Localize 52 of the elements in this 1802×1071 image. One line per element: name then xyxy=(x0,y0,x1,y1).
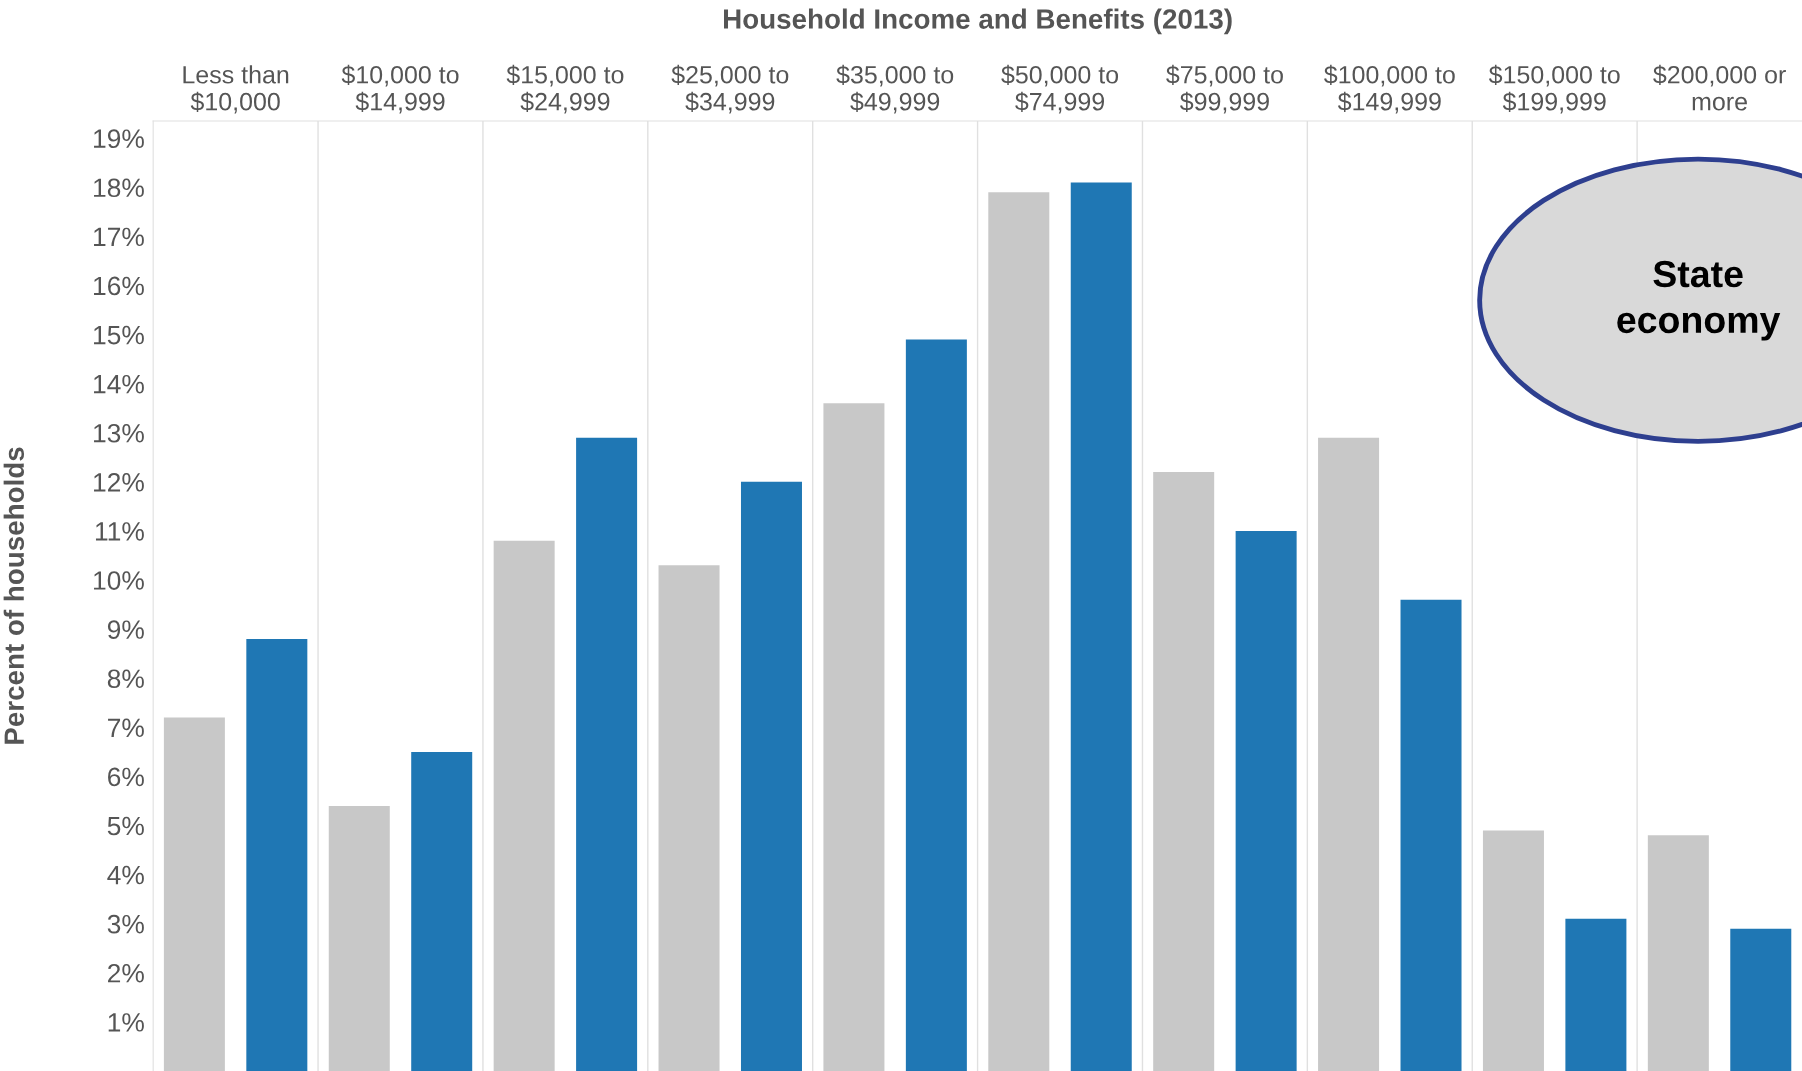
y-tick-label: 3% xyxy=(107,914,144,934)
x-tick-label: $50,000 to $74,999 xyxy=(1001,64,1119,114)
chart-title: Household Income and Benefits (2013) xyxy=(724,8,1232,35)
bar xyxy=(1730,928,1792,1071)
x-tick-label: $150,000 to $199,999 xyxy=(1488,64,1620,114)
y-tick-label: 13% xyxy=(94,423,144,443)
y-tick-label: 18% xyxy=(94,178,144,198)
y-tick-label: 17% xyxy=(94,227,144,247)
x-tick-label: $200,000 or more xyxy=(1653,64,1786,111)
bar xyxy=(988,192,1050,1071)
y-tick-label: 2% xyxy=(108,963,144,983)
bar xyxy=(1070,182,1132,1071)
bar xyxy=(740,481,802,1071)
y-tick-label: 9% xyxy=(107,620,144,639)
y-tick-label: 12% xyxy=(94,473,144,492)
y-tick-label: 8% xyxy=(107,669,144,689)
bar xyxy=(905,339,967,1071)
bar xyxy=(411,751,473,1071)
y-tick-label: 15% xyxy=(94,325,144,345)
bar xyxy=(1153,472,1215,1071)
bar xyxy=(658,565,720,1071)
y-tick-label: 11% xyxy=(95,522,144,541)
y-tick-label: 7% xyxy=(108,718,144,738)
bar xyxy=(823,403,885,1071)
bar xyxy=(576,437,638,1071)
x-tick-label: $25,000 to $34,999 xyxy=(671,64,789,114)
bar xyxy=(163,717,225,1071)
y-axis-title: Percent of households xyxy=(3,447,25,744)
bar xyxy=(1647,835,1709,1071)
bar xyxy=(328,805,390,1071)
bar xyxy=(246,638,308,1071)
y-tick-label: 5% xyxy=(107,816,144,836)
bar xyxy=(1400,599,1462,1071)
y-tick-label: 14% xyxy=(94,374,144,394)
y-tick-label: 4% xyxy=(107,865,144,885)
x-tick-label: $100,000 to $149,999 xyxy=(1324,64,1455,114)
bar xyxy=(1235,530,1297,1071)
y-tick-label: 10% xyxy=(94,571,144,590)
bar xyxy=(1565,918,1627,1071)
y-tick-label: 6% xyxy=(108,767,144,787)
x-tick-label: Less than $10,000 xyxy=(183,65,289,114)
bar xyxy=(493,540,555,1071)
annotation: State economy xyxy=(1617,260,1781,341)
y-tick-label: 16% xyxy=(94,276,144,296)
y-tick-label: 19% xyxy=(94,129,144,149)
bar xyxy=(1482,830,1544,1071)
x-tick-label: $75,000 to $99,999 xyxy=(1166,64,1283,114)
x-tick-label: $15,000 to $24,999 xyxy=(506,64,624,114)
y-tick-label: 1% xyxy=(108,1013,144,1032)
x-tick-label: $35,000 to $49,999 xyxy=(836,64,954,114)
x-tick-label: $10,000 to $14,999 xyxy=(341,64,459,114)
bar xyxy=(1318,437,1380,1071)
